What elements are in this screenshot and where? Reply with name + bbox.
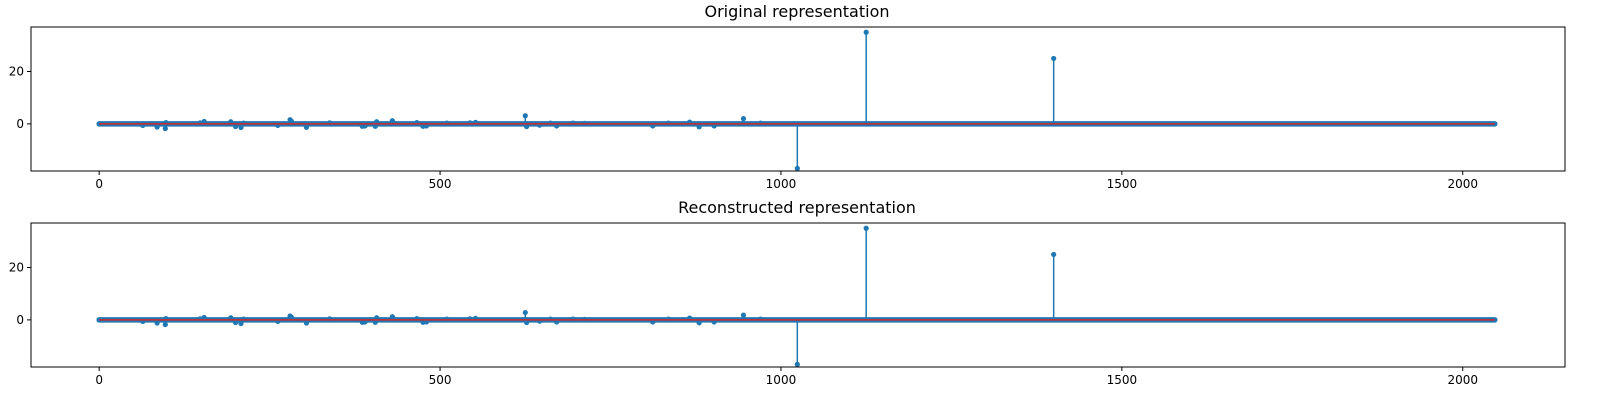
stem-marker [303, 320, 310, 326]
stem-marker [794, 165, 800, 171]
stem-marker [794, 361, 800, 367]
x-tick-label: 0 [95, 177, 103, 191]
x-tick-label: 1000 [766, 373, 797, 387]
subplot-original: Original representation 0 500 1000 1500 2000… [9, 2, 1566, 191]
stem-marker [154, 124, 160, 130]
stem-marker [232, 319, 239, 326]
stem-marker [201, 118, 207, 125]
axes-frame [30, 26, 1566, 172]
stem-marker [1051, 251, 1057, 258]
axes-frame [30, 222, 1566, 368]
x-tick-label: 500 [429, 373, 452, 387]
y-tick-label: 20 [9, 65, 24, 79]
x-tick-label: 1000 [766, 177, 797, 191]
chart-title-original: Original representation [704, 2, 889, 21]
y-tick-label: 20 [9, 261, 24, 275]
x-tick-label: 2000 [1447, 373, 1478, 387]
stem-marker [372, 123, 378, 129]
stem-marker [863, 29, 869, 35]
stem-marker [696, 320, 702, 326]
stem-marker [524, 319, 530, 326]
stem-marker [154, 320, 160, 326]
stem-marker [740, 312, 747, 318]
chart-title-reconstructed: Reconstructed representation [678, 198, 916, 217]
stem-marker [740, 116, 747, 122]
plot-area [96, 29, 1498, 171]
stem-marker [522, 309, 528, 316]
stem-marker [162, 321, 168, 328]
y-tick-label: 0 [16, 313, 24, 327]
stem-marker [863, 225, 869, 231]
x-tick-label: 2000 [1447, 177, 1478, 191]
stem-marker [288, 118, 295, 124]
x-tick-label: 1500 [1107, 373, 1138, 387]
stem-marker [522, 113, 528, 119]
stem-marker [201, 314, 207, 321]
x-tick-label: 1500 [1107, 177, 1138, 191]
stem-marker [524, 123, 530, 130]
x-tick-label: 0 [95, 373, 103, 387]
x-tick-label: 500 [429, 177, 452, 191]
stem-marker [232, 123, 239, 130]
stem-marker [238, 124, 244, 131]
stem-marker [372, 319, 378, 325]
stem-marker [1051, 55, 1057, 62]
subplot-reconstructed: Reconstructed representation 0 500 1000 150… [9, 198, 1566, 387]
y-tick-label: 0 [16, 117, 24, 131]
stem-marker [696, 124, 702, 130]
stem-marker [303, 124, 310, 130]
stem-marker [162, 125, 168, 132]
stem-marker [288, 314, 295, 320]
stem-marker [238, 320, 244, 327]
plot-area [96, 225, 1498, 367]
